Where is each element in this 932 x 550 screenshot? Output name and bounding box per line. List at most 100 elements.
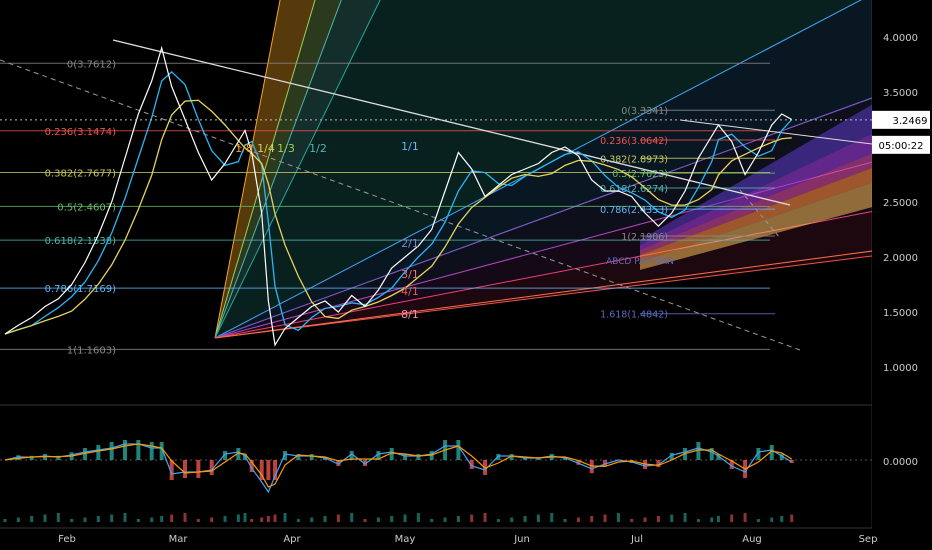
y-tick-label: 3.5000 [883,88,918,99]
volume-bar [283,513,287,522]
volume-bar [136,519,140,522]
chart-text: 1/8 1/4 1/3 1/2 1/1 2/1 3/1 4/1 8/1 ABCD PATTERN [235,140,674,321]
macd-histogram-bar [716,454,721,460]
x-tick-label: Apr [283,534,301,545]
volume-bar [160,516,164,522]
volume-bar [443,517,447,522]
volume-pane [3,513,794,522]
volume-bar [696,519,700,522]
macd-histogram-bar [16,455,21,460]
fib-level-label: 1(1.1603) [67,345,116,356]
macd-histogram-bar [729,460,734,469]
macd-histogram-bar [96,445,101,460]
volume-bar [656,516,660,522]
fib-level-label: 0(3.3341) [621,106,668,117]
fib-level-label: 0.5(2.7623) [612,169,668,180]
gann-label: 4/1 [401,285,419,298]
macd-histogram-bar [769,445,774,460]
macd-histogram-bar [756,448,761,460]
macd-histogram-bar [496,454,501,460]
volume-bar [96,516,100,522]
macd-pane[interactable] [0,440,872,494]
macd-histogram-bar [779,454,784,460]
volume-bar [456,516,460,522]
macd-histogram-bar [223,451,228,460]
volume-bar [323,516,327,522]
gann-fan-line [214,0,381,339]
gann-label: 1/1 [401,140,419,153]
current-price-label: 3.2469 [893,116,928,127]
volume-bar [510,517,514,522]
volume-bar [550,513,554,522]
price-line [4,45,793,347]
fib-retracement: 0(3.7612) 0.236(3.1474) 0.382(2.7677) 0.5(2… [0,59,775,356]
volume-bar [43,514,47,522]
volume-bar [363,519,367,522]
price-label-box [872,110,930,129]
x-tick-label: Mar [169,534,189,545]
macd-histogram-bar [576,460,581,465]
macd-histogram-bar [376,451,381,460]
macd-signal-line [4,443,793,488]
resistance-trendline [112,39,791,206]
macd-histogram-bar [696,442,701,460]
pitchfork-band [640,182,872,270]
volume-bar [563,519,567,522]
volume-bar [273,514,277,522]
macd-histogram-bar [266,460,271,480]
gann-label: 1/2 [309,142,327,155]
y-tick-label: 1.0000 [883,363,918,374]
macd-histogram-bar [416,454,421,460]
gann-label: 1/3 [277,142,295,155]
macd-histogram-bar [136,440,141,460]
volume-bar [670,514,674,522]
fib-level-label: 0.382(2.8973) [600,154,668,165]
macd-histogram-bar [109,442,114,460]
fib-level-label: 0.236(3.1474) [45,127,117,138]
gann-fan-line [214,255,872,339]
macd-histogram-bar [363,460,368,466]
moving-average-line [4,70,793,335]
gann-label: 8/1 [401,308,419,321]
macd-histogram-bar [209,460,214,475]
fib-level-label: 1.618(1.4842) [600,310,668,321]
volume-bar [743,513,747,522]
macd-histogram-bar [236,448,241,460]
macd-histogram-bar [123,440,128,460]
macd-histogram-bar [169,460,174,480]
gann-fan-line [214,0,281,339]
macd-histogram-bar [296,454,301,460]
fib-level-label: 1(2.1906) [621,232,668,243]
volume-bar [603,514,607,522]
x-tick-label: Aug [742,534,762,545]
volume-bar [630,519,634,522]
fan-line [214,250,872,339]
fib-level-label: 0.236(3.0642) [600,136,668,147]
volume-bar [150,517,154,522]
fan-line [214,97,872,339]
volume-bar [470,514,474,522]
macd-histogram-bar [336,460,341,466]
volume-bar [243,513,247,522]
volume-bar [790,514,794,522]
volume-bar [110,514,114,522]
abcd-leg [739,189,781,239]
volume-bar [223,516,227,522]
y-tick-label: 2.5000 [883,198,918,209]
macd-histogram-bar [403,454,408,460]
fib-level-label: 0(3.7612) [67,59,116,70]
volume-bar [30,516,34,522]
fib-level-label: 0.618(2.6274) [600,184,668,195]
macd-histogram-bar [159,442,164,460]
volume-bar [710,517,714,522]
macd-histogram-bar [309,454,314,460]
volume-bar [3,519,7,522]
macd-histogram-bar [56,455,61,460]
macd-histogram-bar [389,448,394,460]
x-axis[interactable]: Feb Mar Apr May Jun Jul Aug Sep [58,534,877,545]
volume-bar [210,517,214,522]
volume-bar [483,513,487,522]
macd-line [4,443,793,494]
